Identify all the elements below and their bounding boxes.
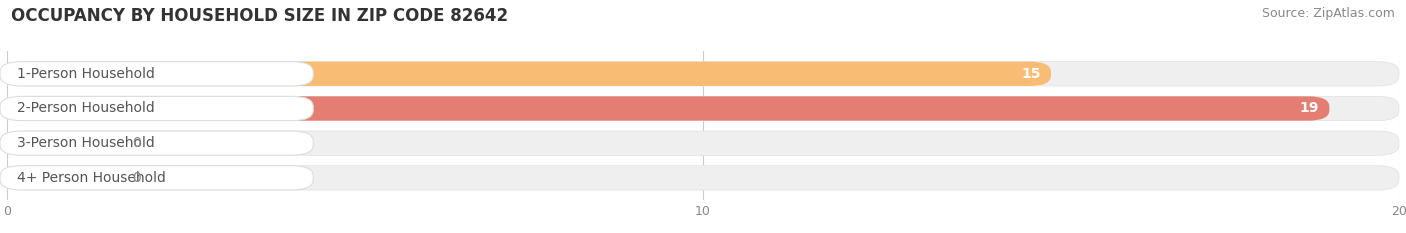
FancyBboxPatch shape <box>7 166 111 190</box>
Text: 19: 19 <box>1299 102 1319 116</box>
Text: 2-Person Household: 2-Person Household <box>17 102 155 116</box>
FancyBboxPatch shape <box>7 166 1399 190</box>
Text: 1-Person Household: 1-Person Household <box>17 67 155 81</box>
Text: 4+ Person Household: 4+ Person Household <box>17 171 166 185</box>
FancyBboxPatch shape <box>0 166 314 190</box>
Text: 3-Person Household: 3-Person Household <box>17 136 155 150</box>
Text: 0: 0 <box>132 171 141 185</box>
FancyBboxPatch shape <box>0 96 314 121</box>
Text: 0: 0 <box>132 136 141 150</box>
Text: 15: 15 <box>1021 67 1040 81</box>
FancyBboxPatch shape <box>7 96 1399 121</box>
Text: OCCUPANCY BY HOUSEHOLD SIZE IN ZIP CODE 82642: OCCUPANCY BY HOUSEHOLD SIZE IN ZIP CODE … <box>11 7 509 25</box>
FancyBboxPatch shape <box>7 131 1399 155</box>
FancyBboxPatch shape <box>7 62 1052 86</box>
FancyBboxPatch shape <box>7 131 111 155</box>
FancyBboxPatch shape <box>7 62 1399 86</box>
FancyBboxPatch shape <box>0 62 314 86</box>
Text: Source: ZipAtlas.com: Source: ZipAtlas.com <box>1261 7 1395 20</box>
FancyBboxPatch shape <box>7 96 1330 121</box>
FancyBboxPatch shape <box>0 131 314 155</box>
